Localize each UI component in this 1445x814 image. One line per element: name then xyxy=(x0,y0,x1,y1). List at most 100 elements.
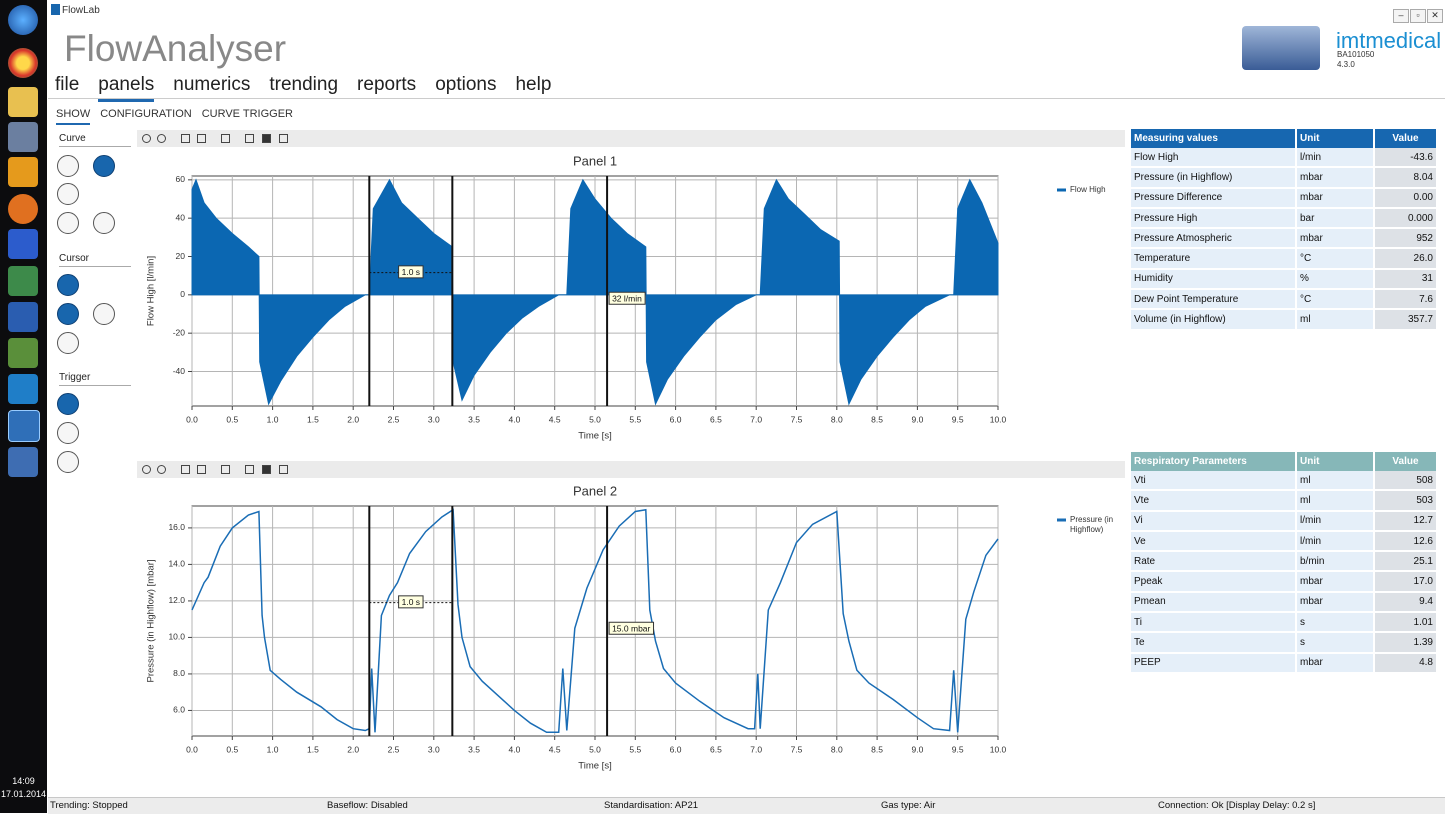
y-tick-label: 10.0 xyxy=(168,632,185,642)
tool-button[interactable] xyxy=(197,465,206,474)
y-tick-label: 40 xyxy=(176,212,186,222)
play-button[interactable] xyxy=(57,155,79,177)
x-tick-label: 7.0 xyxy=(750,414,762,424)
table-row: Ve l/min 12.6 xyxy=(1131,530,1438,553)
app-icon[interactable] xyxy=(8,374,38,404)
app-icon[interactable] xyxy=(8,447,38,477)
column-header: Unit xyxy=(1296,129,1375,148)
app-icon[interactable] xyxy=(8,48,38,78)
table-cell: mbar xyxy=(1296,187,1375,209)
table-cell: ml xyxy=(1296,471,1375,492)
taskbar: 14:09 17.01.2014 xyxy=(0,0,47,813)
window-title: FlowLab xyxy=(62,5,100,16)
tool-button[interactable] xyxy=(181,134,190,143)
cursor-button[interactable] xyxy=(57,274,79,296)
menu-item[interactable]: trending xyxy=(269,74,339,95)
table-cell: 952 xyxy=(1374,228,1438,250)
y-axis-label: Flow High [l/min] xyxy=(146,256,157,326)
x-tick-label: 7.5 xyxy=(791,414,803,424)
cursor-button[interactable] xyxy=(93,303,115,325)
y-tick-label: 0 xyxy=(180,289,185,299)
x-tick-label: 3.0 xyxy=(428,414,440,424)
x-tick-label: 6.0 xyxy=(670,414,682,424)
app-icon[interactable] xyxy=(8,410,40,442)
pause-button[interactable] xyxy=(93,155,115,177)
tool-button[interactable] xyxy=(245,134,254,143)
tool-button[interactable] xyxy=(262,134,271,143)
tab[interactable]: SHOW xyxy=(56,108,91,125)
tool-button[interactable] xyxy=(221,134,230,143)
menu-item[interactable]: reports xyxy=(357,74,417,95)
table-cell: Ti xyxy=(1131,612,1297,634)
table-cell: Dew Point Temperature xyxy=(1131,289,1297,311)
x-tick-label: 7.5 xyxy=(791,744,803,754)
tab[interactable]: CONFIGURATION xyxy=(100,108,192,120)
tool-button[interactable] xyxy=(279,134,288,143)
zoom-out-button[interactable] xyxy=(93,212,115,234)
table-cell: Rate xyxy=(1131,551,1297,573)
table-cell: s xyxy=(1296,632,1375,654)
area xyxy=(191,178,999,406)
table-cell: 357.7 xyxy=(1374,309,1438,331)
table-cell: 25.1 xyxy=(1374,551,1438,573)
table-header-row: Measuring values Unit Value xyxy=(1131,129,1438,148)
trigger-button[interactable] xyxy=(57,422,79,444)
app-icon[interactable] xyxy=(8,229,38,259)
x-tick-label: 1.0 xyxy=(267,414,279,424)
table-cell: °C xyxy=(1296,289,1375,311)
tool-button[interactable] xyxy=(197,134,206,143)
tab[interactable]: CURVE TRIGGER xyxy=(201,108,293,120)
menu-item[interactable]: file xyxy=(55,74,80,95)
tool-button[interactable] xyxy=(262,465,271,474)
app-icon[interactable] xyxy=(8,87,38,117)
tool-button[interactable] xyxy=(221,465,230,474)
zoom-in-button[interactable] xyxy=(57,212,79,234)
tool-button[interactable] xyxy=(142,134,151,143)
tool-button[interactable] xyxy=(279,465,288,474)
tool-button[interactable] xyxy=(157,465,166,474)
table-cell: PEEP xyxy=(1131,652,1297,674)
table-cell: 0.00 xyxy=(1374,187,1438,209)
cursor-button[interactable] xyxy=(57,332,79,354)
x-tick-label: 2.0 xyxy=(347,744,359,754)
x-tick-label: 9.0 xyxy=(911,414,923,424)
tool-button[interactable] xyxy=(245,465,254,474)
x-tick-label: 5.0 xyxy=(589,744,601,754)
menu-item[interactable]: options xyxy=(435,74,497,95)
table-cell: % xyxy=(1296,268,1375,291)
tool-button[interactable] xyxy=(181,465,190,474)
menu-item[interactable]: panels xyxy=(98,74,155,102)
app-icon[interactable] xyxy=(8,302,38,332)
minimize-button[interactable]: – xyxy=(1393,9,1409,23)
tool-button[interactable] xyxy=(157,134,166,143)
close-button[interactable]: ✕ xyxy=(1427,9,1443,23)
section-header: Trigger xyxy=(59,372,131,386)
trigger-button[interactable] xyxy=(57,393,79,415)
app-icon[interactable] xyxy=(8,338,38,368)
device-image xyxy=(1242,26,1320,70)
table-cell: 508 xyxy=(1374,471,1438,492)
table-cell: 12.6 xyxy=(1374,530,1438,553)
x-tick-label: 8.5 xyxy=(871,744,883,754)
app-icon[interactable] xyxy=(8,157,38,187)
app-icon[interactable] xyxy=(8,122,38,152)
x-tick-label: 2.0 xyxy=(347,414,359,424)
table-cell: Temperature xyxy=(1131,248,1297,270)
trigger-button[interactable] xyxy=(57,451,79,473)
menu-item[interactable]: numerics xyxy=(173,74,251,95)
table-cell: Volume (in Highflow) xyxy=(1131,309,1297,331)
cursor-button[interactable] xyxy=(57,303,79,325)
tool-button[interactable] xyxy=(142,465,151,474)
app-icon[interactable] xyxy=(8,194,38,224)
clock-time: 14:09 xyxy=(12,776,35,786)
table-cell: 1.01 xyxy=(1374,612,1438,634)
table-cell: 0.000 xyxy=(1374,207,1438,230)
start-button[interactable] xyxy=(8,5,38,35)
restore-button[interactable]: ▫ xyxy=(1410,9,1426,23)
fit-button[interactable] xyxy=(57,183,79,205)
app-icon[interactable] xyxy=(8,266,38,296)
menu-item[interactable]: help xyxy=(515,74,552,95)
y-tick-label: -20 xyxy=(173,327,186,337)
table-cell: 4.8 xyxy=(1374,652,1438,674)
